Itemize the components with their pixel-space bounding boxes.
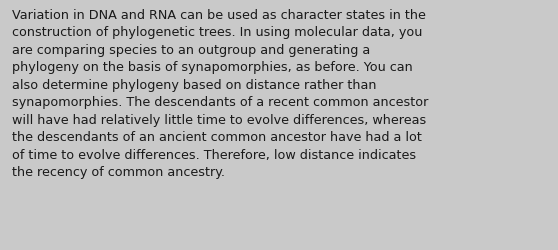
Text: Variation in DNA and RNA can be used as character states in the
construction of : Variation in DNA and RNA can be used as …: [12, 9, 429, 178]
